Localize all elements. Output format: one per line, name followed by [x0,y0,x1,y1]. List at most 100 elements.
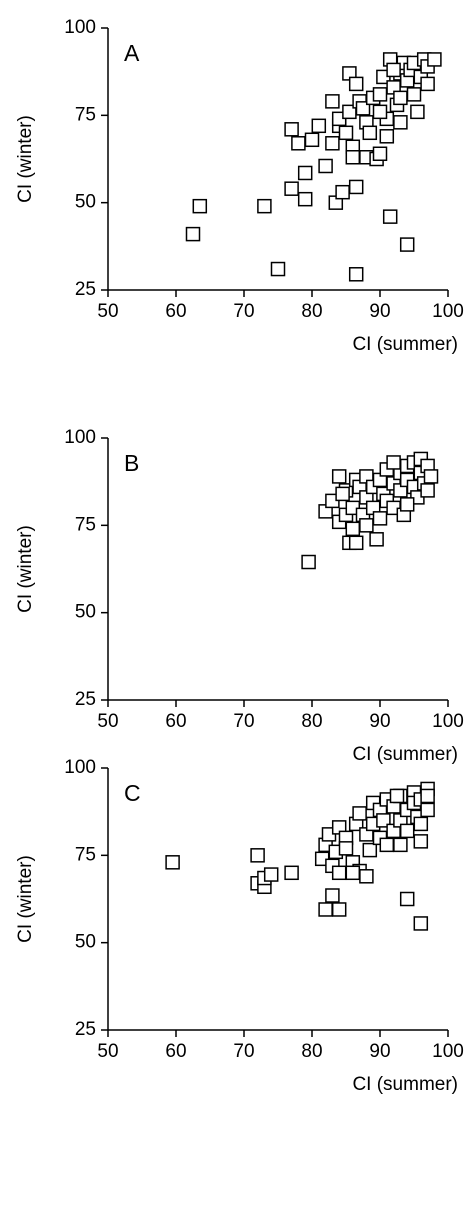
point [372,511,388,526]
x-tick-label: 50 [97,1041,118,1062]
x-tick-label: 90 [369,301,390,322]
x-tick-label: 70 [233,711,254,732]
y-tick-label: 25 [75,279,96,300]
panel-label: A [124,40,140,66]
point [335,184,350,200]
point [399,497,415,512]
point [335,486,350,502]
x-tick-label: 100 [432,301,464,322]
y-axis-label: CI (winter) [15,115,36,203]
point [257,198,272,214]
point [284,122,299,137]
point [304,132,320,148]
point [386,455,401,470]
x-tick-label: 70 [233,301,254,322]
point [372,146,388,162]
x-tick-label: 100 [432,1041,464,1062]
point [386,62,401,78]
x-tick-label: 90 [369,1041,390,1062]
point [345,865,361,881]
point [352,806,367,821]
y-tick-label: 75 [75,844,96,865]
point [410,104,425,120]
point [348,76,364,92]
x-tick-label: 80 [301,301,322,322]
point [325,888,340,903]
point [345,521,361,537]
point [372,87,388,102]
point [413,816,429,832]
point [331,865,347,881]
point [325,94,340,109]
x-axis-label: CI (summer) [352,1074,458,1095]
point [250,848,265,863]
point [413,834,429,849]
point [284,865,299,881]
x-tick-label: 90 [369,711,390,732]
x-tick-label: 60 [165,1041,186,1062]
point [393,115,408,130]
point [379,837,395,853]
point [420,483,435,498]
point [427,52,442,67]
point [420,788,435,804]
point [311,118,327,134]
point [348,179,364,195]
y-tick-label: 100 [64,427,96,448]
point [331,902,347,917]
x-axis-label: CI (summer) [352,334,458,355]
point [372,104,388,120]
point [318,902,333,917]
point [338,841,354,856]
point [338,125,354,141]
point [359,869,374,884]
point [270,261,286,277]
point [297,191,313,207]
point [413,916,429,931]
x-tick-label: 60 [165,711,186,732]
point [420,76,435,92]
point [192,198,208,214]
point [362,842,378,858]
point [399,823,415,839]
y-tick-label: 100 [64,17,96,38]
x-tick-label: 50 [97,711,118,732]
y-tick-label: 75 [75,514,96,535]
panel-label: B [124,450,139,476]
point [362,125,378,141]
point [301,554,316,570]
x-tick-label: 70 [233,1041,254,1062]
y-tick-label: 50 [75,192,96,213]
point [263,867,279,882]
point [345,150,361,165]
y-axis-label: CI (winter) [15,855,36,943]
point [297,165,313,181]
y-tick-label: 25 [75,1019,96,1040]
y-tick-label: 50 [75,602,96,623]
point [291,136,306,151]
x-tick-label: 80 [301,711,322,732]
point [399,237,415,252]
point [185,226,201,242]
point [393,837,408,853]
point [331,469,347,484]
y-tick-label: 25 [75,689,96,710]
point [284,181,299,196]
point [393,90,408,106]
point [165,855,180,870]
point [369,532,384,547]
point [406,87,422,102]
x-tick-label: 80 [301,1041,322,1062]
x-tick-label: 100 [432,711,464,732]
x-tick-label: 60 [165,301,186,322]
point [379,129,395,144]
point [359,518,374,533]
y-tick-label: 75 [75,104,96,125]
y-tick-label: 100 [64,757,96,778]
y-tick-label: 50 [75,932,96,953]
point [420,802,435,818]
panel-label: C [124,780,141,806]
point [318,158,333,174]
point [399,891,415,907]
